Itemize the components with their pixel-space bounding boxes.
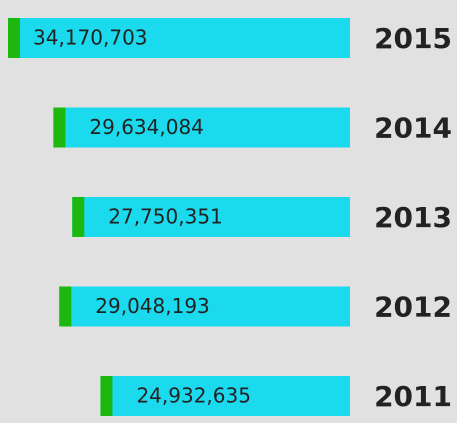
bar bbox=[8, 18, 350, 58]
value-label: 29,634,084 bbox=[89, 115, 204, 139]
bar bbox=[53, 107, 350, 148]
value-label: 27,750,351 bbox=[108, 205, 223, 229]
bar-accent bbox=[59, 286, 72, 327]
bar-accent bbox=[53, 107, 66, 148]
bar-accent bbox=[100, 376, 113, 416]
bar-accent bbox=[8, 18, 20, 58]
year-label: 2013 bbox=[374, 201, 452, 234]
bar bbox=[72, 197, 350, 237]
year-label: 2012 bbox=[374, 291, 452, 324]
value-label: 24,932,635 bbox=[136, 384, 251, 408]
bar-accent bbox=[72, 197, 85, 237]
value-label: 29,048,193 bbox=[95, 294, 210, 318]
bar bbox=[59, 286, 351, 327]
year-label: 2014 bbox=[374, 112, 452, 145]
bar bbox=[100, 376, 350, 416]
year-label: 2011 bbox=[374, 380, 452, 413]
value-label: 34,170,703 bbox=[33, 26, 148, 50]
year-label: 2015 bbox=[374, 22, 452, 55]
